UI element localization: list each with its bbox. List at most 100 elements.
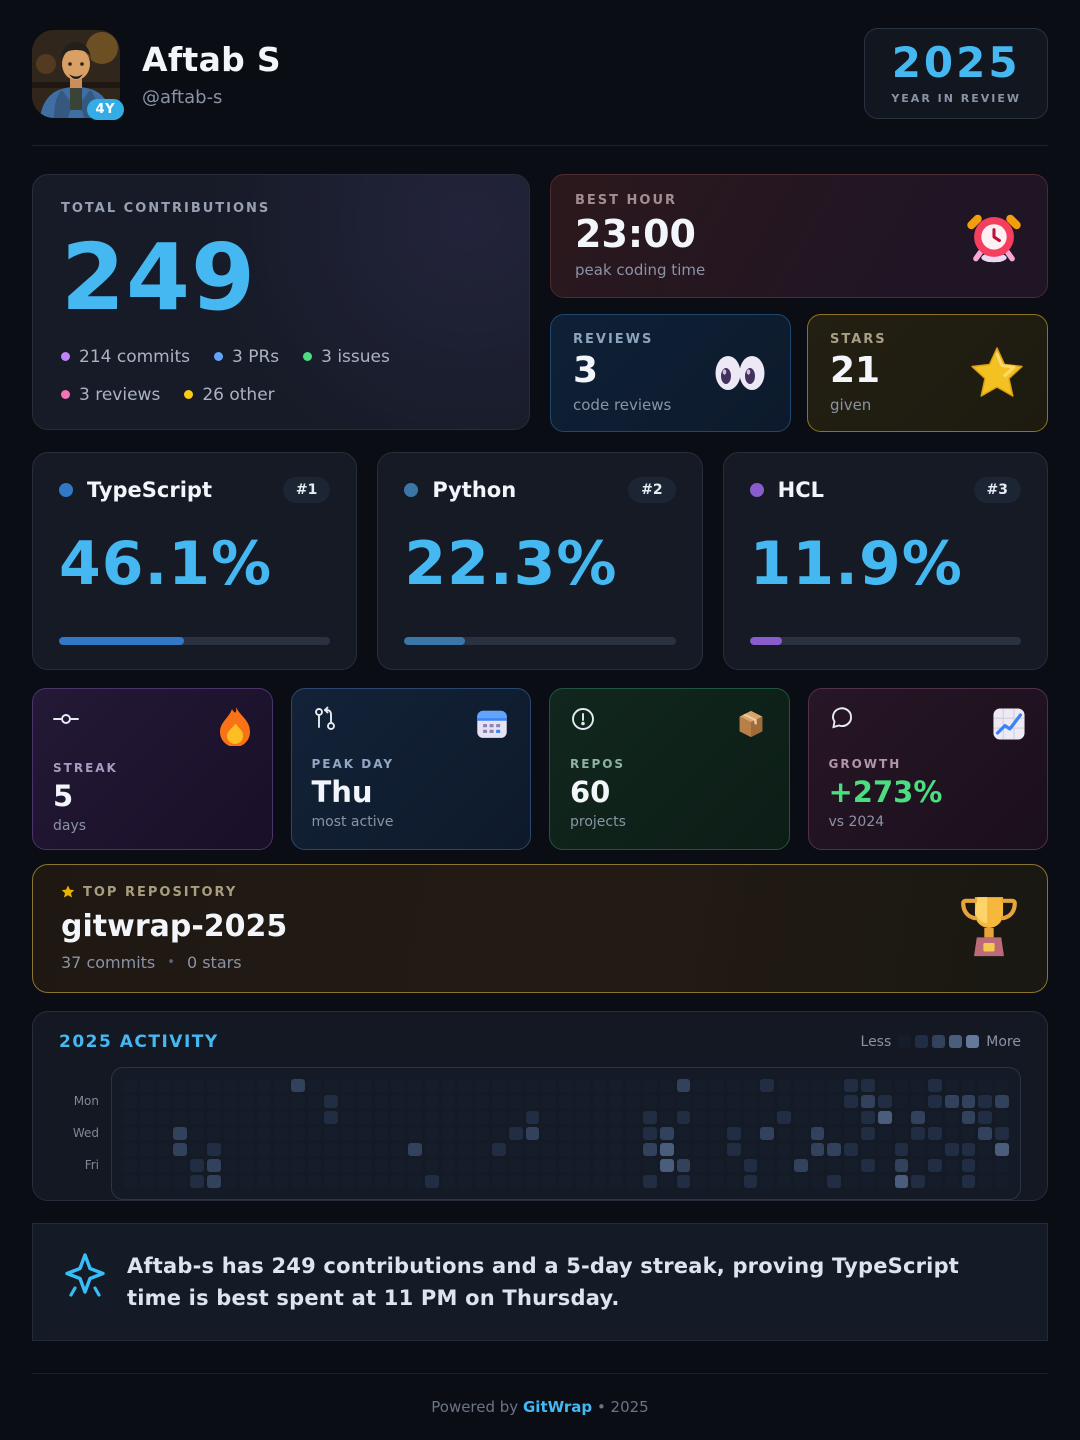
heatmap-cell [609, 1110, 624, 1124]
best-hour-label: BEST HOUR [575, 193, 678, 208]
heatmap-cell [206, 1174, 221, 1188]
heatmap-day-label: Mon [73, 1093, 99, 1108]
heatmap-cell [206, 1078, 221, 1092]
heatmap-cell [190, 1094, 204, 1108]
header: 4Y Aftab S @aftab-s 2025 YEAR IN REVIEW [32, 28, 1048, 146]
heatmap-cell [743, 1158, 758, 1172]
language-progress-fill [404, 637, 465, 645]
heatmap-cell [307, 1110, 322, 1124]
heatmap-cell [273, 1174, 288, 1188]
heatmap-cell [760, 1158, 775, 1172]
footer: Powered by GitWrap • 2025 [32, 1373, 1048, 1440]
heatmap-cell [475, 1126, 490, 1140]
heatmap-cell [911, 1158, 926, 1172]
heatmap-cell [173, 1078, 188, 1092]
legend-label: 3 issues [321, 346, 390, 367]
heatmap-cell [575, 1174, 590, 1188]
year-value: 2025 [891, 38, 1021, 87]
heatmap-cell [190, 1110, 204, 1124]
quick-stats-row: STREAK 5 days PEAK [32, 688, 1048, 850]
heatmap-cell [458, 1142, 473, 1156]
user-identity: Aftab S @aftab-s [142, 40, 842, 108]
heatmap-cell [827, 1174, 842, 1188]
legend-label: 26 other [202, 384, 275, 405]
peak-day-caption: most active [311, 813, 394, 830]
heatmap-cell [257, 1142, 271, 1156]
eyes-icon [715, 356, 765, 390]
heatmap-cell [978, 1126, 993, 1140]
heatmap-cell [324, 1174, 339, 1188]
heatmap-cell [559, 1142, 573, 1156]
heatmap-cell [827, 1078, 842, 1092]
language-progress-fill [749, 637, 782, 645]
heatmap-cell [659, 1126, 674, 1140]
heatmap-cell [726, 1094, 741, 1108]
language-percent: 46.1% [59, 529, 273, 599]
contribution-legend-item: 3 issues [303, 347, 390, 367]
heatmap-cell [240, 1126, 255, 1140]
heatmap-cell [659, 1142, 674, 1156]
heatmap-cell [961, 1078, 976, 1092]
heatmap-cell [978, 1078, 993, 1092]
heatmap-cell [777, 1142, 791, 1156]
heatmap-cell [659, 1158, 674, 1172]
heatmap-cell [911, 1110, 926, 1124]
heatmap-cell [911, 1094, 926, 1108]
growth-value: +273% [828, 775, 943, 809]
heatmap-cell [190, 1158, 204, 1172]
star-icon [971, 347, 1023, 397]
heatmap-day-label: Fri [84, 1157, 99, 1172]
heatmap-cell [626, 1078, 640, 1092]
heatmap-cell [156, 1094, 171, 1108]
heatmap-cell [710, 1174, 724, 1188]
heatmap-cell [475, 1094, 490, 1108]
heatmap-cell [458, 1094, 473, 1108]
heatmap-cell [492, 1126, 506, 1140]
heatmap-cell [441, 1110, 456, 1124]
heatmap-cell [324, 1110, 339, 1124]
language-name: Python [432, 478, 517, 502]
language-percent: 11.9% [749, 529, 963, 599]
gitwrap-brand-link[interactable]: GitWrap [522, 1398, 593, 1416]
heatmap-cell [861, 1174, 875, 1188]
heatmap-cell [391, 1094, 406, 1108]
heatmap-cell [592, 1126, 607, 1140]
heatmap-cell [743, 1078, 758, 1092]
heatmap-cell [508, 1094, 523, 1108]
heatmap-cell [793, 1126, 808, 1140]
reviews-card: REVIEWS 3 code reviews [550, 314, 791, 432]
heatmap-cell [928, 1126, 942, 1140]
heatmap-cell [844, 1126, 859, 1140]
heatmap-day-label [59, 1175, 111, 1188]
heatmap-cell [240, 1094, 255, 1108]
repos-label: REPOS [570, 757, 626, 771]
heatmap-cell [961, 1126, 976, 1140]
heatmap-cell [911, 1142, 926, 1156]
heatmap-cell [810, 1078, 825, 1092]
growth-caption: vs 2024 [828, 813, 885, 830]
legend-label: 3 reviews [79, 384, 161, 405]
heatmap-cell [676, 1142, 691, 1156]
heatmap-cell [760, 1078, 775, 1092]
heatmap-cell [626, 1142, 640, 1156]
heatmap-cell [441, 1174, 456, 1188]
heatmap-cell [810, 1110, 825, 1124]
repos-card: REPOS 60 projects [549, 688, 790, 850]
total-contributions-card: TOTAL CONTRIBUTIONS 249 214 commits 3 PRs… [32, 174, 530, 430]
heatmap-cell [793, 1094, 808, 1108]
heatmap-cell [441, 1094, 456, 1108]
heatmap-cell [525, 1158, 540, 1172]
separator-dot: • [167, 954, 175, 970]
legend-less-label: Less [860, 1033, 892, 1050]
activity-title: 2025 ACTIVITY [59, 1031, 219, 1052]
heatmap-cell [978, 1142, 993, 1156]
heatmap-cell [156, 1126, 171, 1140]
heatmap-cell [760, 1094, 775, 1108]
heatmap-cell [575, 1110, 590, 1124]
heatmap-cell [391, 1142, 406, 1156]
heatmap-cell [374, 1110, 389, 1124]
heatmap-cell [307, 1078, 322, 1092]
heatmap-cell [441, 1158, 456, 1172]
heatmap-cell [810, 1126, 825, 1140]
heatmap-cell [525, 1142, 540, 1156]
